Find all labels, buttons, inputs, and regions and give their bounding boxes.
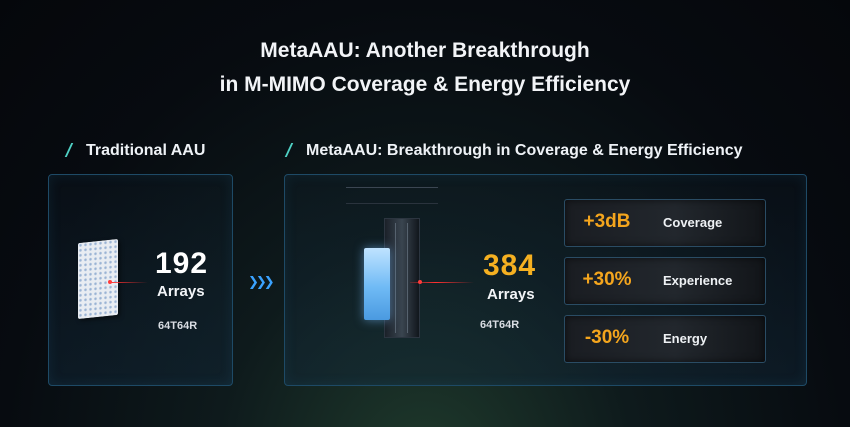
- metric-label: Coverage: [663, 215, 723, 230]
- metric-value: -30%: [584, 327, 630, 348]
- metric-label: Experience: [663, 273, 733, 288]
- traditional-arrays-label: Arrays: [157, 283, 205, 300]
- metaaau-config: 64T64R: [480, 319, 520, 331]
- title-line-1: MetaAAU: Another Breakthrough: [260, 39, 590, 62]
- section-marker-icon: [64, 143, 84, 157]
- traditional-config: 64T64R: [158, 320, 198, 332]
- device-top-divider: [346, 203, 438, 204]
- metaaau-label: MetaAAU: Breakthrough in Coverage & Ener…: [284, 142, 743, 160]
- device-top-divider: [346, 187, 438, 188]
- title-line-2: in M-MIMO Coverage & Energy Efficiency: [219, 73, 631, 96]
- metaaau-arrays-label: Arrays: [487, 286, 535, 303]
- slide-title: MetaAAU: Another Breakthrough in M-MIMO …: [0, 34, 850, 102]
- metric-label: Energy: [663, 331, 708, 346]
- laser-beam-icon: [410, 282, 474, 283]
- traditional-aau-label-text: Traditional AAU: [86, 142, 206, 159]
- traditional-aau-device-icon: [78, 238, 118, 320]
- metaaau-label-text: MetaAAU: Breakthrough in Coverage & Ener…: [306, 142, 743, 159]
- traditional-arrays-count: 192: [155, 247, 209, 280]
- laser-beam-icon: [110, 282, 148, 283]
- metric-energy: -30% Energy: [564, 315, 766, 363]
- section-marker-icon: [284, 143, 304, 157]
- metric-value: +30%: [582, 269, 632, 290]
- chevrons-right-icon: ❯❯❯: [248, 274, 275, 289]
- metric-experience: +30% Experience: [564, 257, 766, 305]
- laser-dot-icon: [418, 280, 422, 284]
- metaaau-device-icon: [364, 218, 420, 338]
- metric-coverage: +3dB Coverage: [564, 199, 766, 247]
- metric-value: +3dB: [583, 211, 631, 232]
- metaaau-device-front: [364, 248, 390, 320]
- laser-dot-icon: [108, 280, 112, 284]
- metaaau-arrays-count: 384: [483, 249, 537, 282]
- traditional-aau-label: Traditional AAU: [64, 142, 206, 160]
